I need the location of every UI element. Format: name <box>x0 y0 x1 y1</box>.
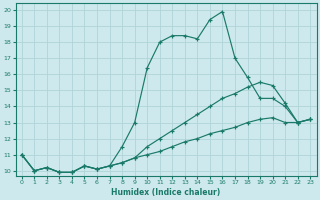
X-axis label: Humidex (Indice chaleur): Humidex (Indice chaleur) <box>111 188 221 197</box>
